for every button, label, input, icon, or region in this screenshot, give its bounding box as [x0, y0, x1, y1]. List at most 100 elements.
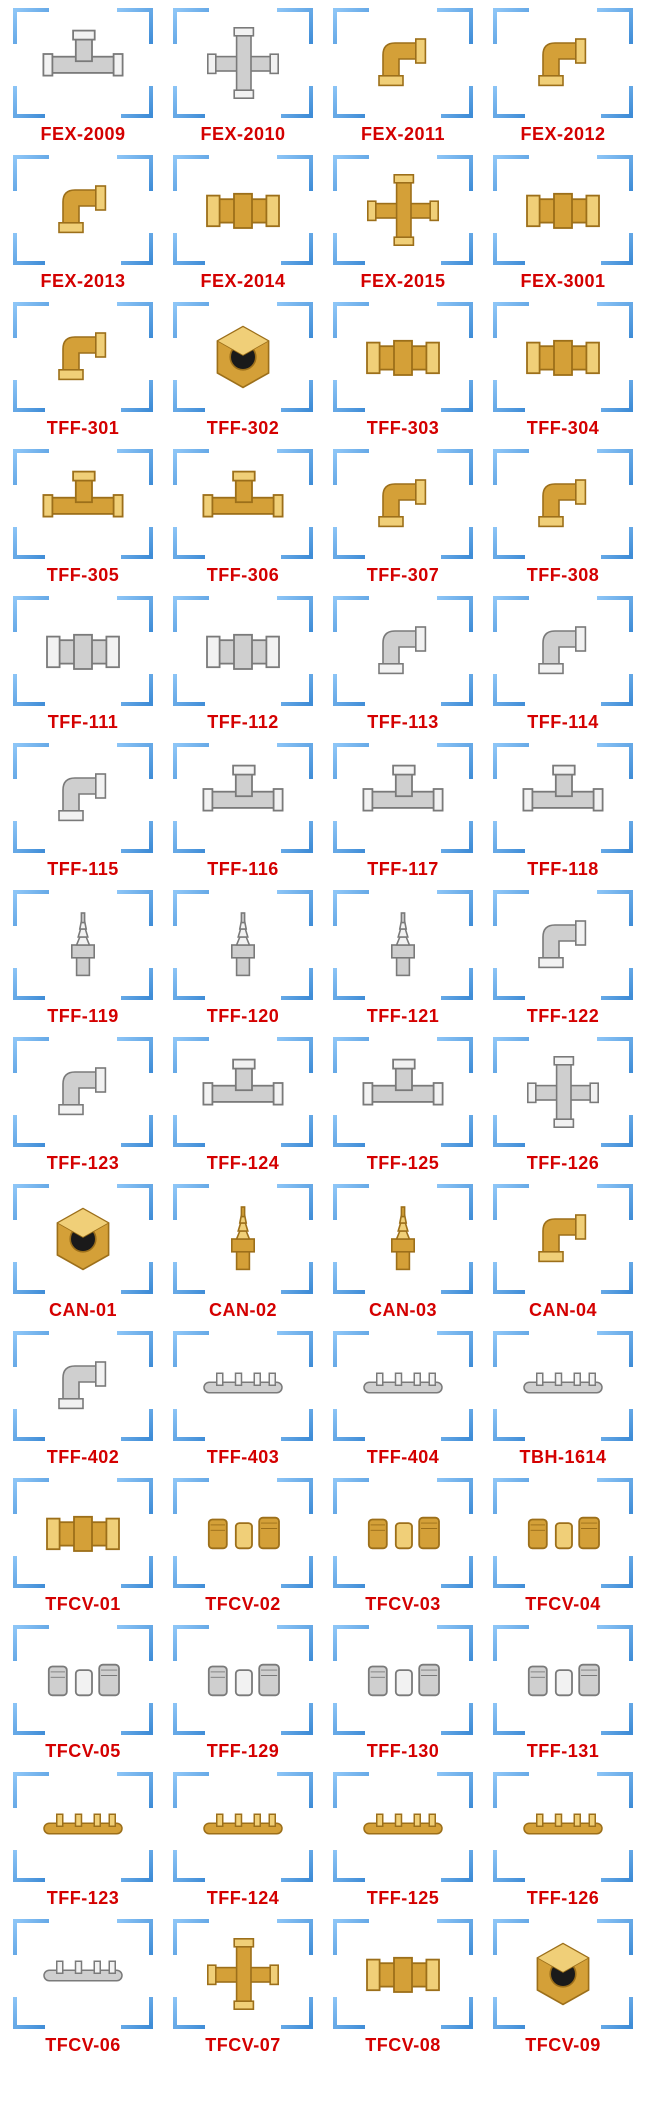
- product-cell[interactable]: TFF-404: [324, 1327, 482, 1472]
- product-thumbnail[interactable]: [173, 1037, 313, 1147]
- product-cell[interactable]: TFF-123: [4, 1768, 162, 1913]
- product-cell[interactable]: TFF-402: [4, 1327, 162, 1472]
- product-thumbnail[interactable]: [333, 155, 473, 265]
- product-thumbnail[interactable]: [493, 302, 633, 412]
- product-cell[interactable]: TFF-130: [324, 1621, 482, 1766]
- product-thumbnail[interactable]: [13, 8, 153, 118]
- product-cell[interactable]: FEX-2014: [164, 151, 322, 296]
- product-thumbnail[interactable]: [173, 449, 313, 559]
- product-cell[interactable]: CAN-02: [164, 1180, 322, 1325]
- product-thumbnail[interactable]: [333, 1772, 473, 1882]
- product-cell[interactable]: TFF-125: [324, 1768, 482, 1913]
- product-thumbnail[interactable]: [333, 449, 473, 559]
- product-cell[interactable]: TFCV-09: [484, 1915, 642, 2060]
- product-cell[interactable]: TFF-112: [164, 592, 322, 737]
- product-cell[interactable]: TFF-306: [164, 445, 322, 590]
- product-cell[interactable]: CAN-04: [484, 1180, 642, 1325]
- product-thumbnail[interactable]: [173, 155, 313, 265]
- product-thumbnail[interactable]: [493, 890, 633, 1000]
- product-cell[interactable]: TFF-119: [4, 886, 162, 1031]
- product-cell[interactable]: TFCV-01: [4, 1474, 162, 1619]
- product-thumbnail[interactable]: [13, 1919, 153, 2029]
- product-cell[interactable]: TFF-111: [4, 592, 162, 737]
- product-thumbnail[interactable]: [173, 1919, 313, 2029]
- product-thumbnail[interactable]: [13, 302, 153, 412]
- product-cell[interactable]: TFF-124: [164, 1768, 322, 1913]
- product-thumbnail[interactable]: [333, 1037, 473, 1147]
- product-cell[interactable]: TFF-301: [4, 298, 162, 443]
- product-cell[interactable]: TFF-124: [164, 1033, 322, 1178]
- product-cell[interactable]: TFF-131: [484, 1621, 642, 1766]
- product-thumbnail[interactable]: [173, 890, 313, 1000]
- product-thumbnail[interactable]: [173, 302, 313, 412]
- product-thumbnail[interactable]: [13, 890, 153, 1000]
- product-thumbnail[interactable]: [333, 1331, 473, 1441]
- product-cell[interactable]: TFF-307: [324, 445, 482, 590]
- product-thumbnail[interactable]: [333, 1478, 473, 1588]
- product-thumbnail[interactable]: [333, 596, 473, 706]
- product-cell[interactable]: FEX-2009: [4, 4, 162, 149]
- product-thumbnail[interactable]: [13, 1625, 153, 1735]
- product-cell[interactable]: TFF-305: [4, 445, 162, 590]
- product-thumbnail[interactable]: [13, 1184, 153, 1294]
- product-cell[interactable]: TBH-1614: [484, 1327, 642, 1472]
- product-thumbnail[interactable]: [493, 449, 633, 559]
- product-thumbnail[interactable]: [333, 1919, 473, 2029]
- product-thumbnail[interactable]: [333, 8, 473, 118]
- product-cell[interactable]: CAN-03: [324, 1180, 482, 1325]
- product-cell[interactable]: FEX-2012: [484, 4, 642, 149]
- product-cell[interactable]: TFF-115: [4, 739, 162, 884]
- product-cell[interactable]: TFCV-06: [4, 1915, 162, 2060]
- product-thumbnail[interactable]: [493, 743, 633, 853]
- product-thumbnail[interactable]: [493, 155, 633, 265]
- product-thumbnail[interactable]: [13, 1478, 153, 1588]
- product-thumbnail[interactable]: [13, 596, 153, 706]
- product-thumbnail[interactable]: [333, 743, 473, 853]
- product-cell[interactable]: TFCV-08: [324, 1915, 482, 2060]
- product-cell[interactable]: TFCV-07: [164, 1915, 322, 2060]
- product-cell[interactable]: TFF-126: [484, 1033, 642, 1178]
- product-thumbnail[interactable]: [13, 1037, 153, 1147]
- product-thumbnail[interactable]: [173, 1184, 313, 1294]
- product-thumbnail[interactable]: [173, 1772, 313, 1882]
- product-thumbnail[interactable]: [493, 1919, 633, 2029]
- product-thumbnail[interactable]: [493, 1478, 633, 1588]
- product-thumbnail[interactable]: [493, 1331, 633, 1441]
- product-cell[interactable]: TFF-403: [164, 1327, 322, 1472]
- product-cell[interactable]: TFF-113: [324, 592, 482, 737]
- product-cell[interactable]: TFF-308: [484, 445, 642, 590]
- product-cell[interactable]: TFF-123: [4, 1033, 162, 1178]
- product-thumbnail[interactable]: [173, 1625, 313, 1735]
- product-cell[interactable]: TFF-116: [164, 739, 322, 884]
- product-thumbnail[interactable]: [493, 8, 633, 118]
- product-cell[interactable]: CAN-01: [4, 1180, 162, 1325]
- product-thumbnail[interactable]: [493, 1037, 633, 1147]
- product-thumbnail[interactable]: [493, 1625, 633, 1735]
- product-cell[interactable]: TFF-118: [484, 739, 642, 884]
- product-thumbnail[interactable]: [13, 449, 153, 559]
- product-thumbnail[interactable]: [173, 1331, 313, 1441]
- product-cell[interactable]: FEX-2010: [164, 4, 322, 149]
- product-thumbnail[interactable]: [333, 890, 473, 1000]
- product-cell[interactable]: TFF-121: [324, 886, 482, 1031]
- product-cell[interactable]: TFCV-04: [484, 1474, 642, 1619]
- product-cell[interactable]: TFF-125: [324, 1033, 482, 1178]
- product-cell[interactable]: FEX-2011: [324, 4, 482, 149]
- product-cell[interactable]: TFCV-05: [4, 1621, 162, 1766]
- product-thumbnail[interactable]: [493, 1772, 633, 1882]
- product-cell[interactable]: TFF-114: [484, 592, 642, 737]
- product-cell[interactable]: FEX-2013: [4, 151, 162, 296]
- product-thumbnail[interactable]: [333, 1184, 473, 1294]
- product-cell[interactable]: TFF-129: [164, 1621, 322, 1766]
- product-cell[interactable]: TFF-304: [484, 298, 642, 443]
- product-thumbnail[interactable]: [333, 1625, 473, 1735]
- product-cell[interactable]: TFF-303: [324, 298, 482, 443]
- product-cell[interactable]: TFCV-03: [324, 1474, 482, 1619]
- product-thumbnail[interactable]: [173, 1478, 313, 1588]
- product-thumbnail[interactable]: [13, 1331, 153, 1441]
- product-cell[interactable]: FEX-3001: [484, 151, 642, 296]
- product-thumbnail[interactable]: [493, 1184, 633, 1294]
- product-thumbnail[interactable]: [13, 155, 153, 265]
- product-cell[interactable]: TFF-122: [484, 886, 642, 1031]
- product-thumbnail[interactable]: [173, 743, 313, 853]
